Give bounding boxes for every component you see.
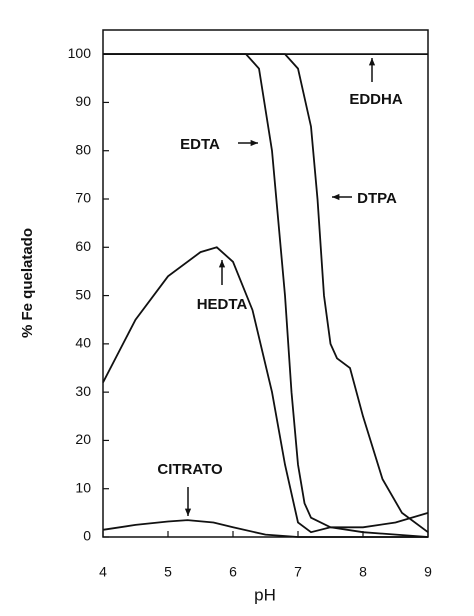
y-tick-label: 20 [75, 431, 91, 447]
y-tick-label: 90 [75, 93, 91, 109]
series-line [102, 519, 428, 538]
series-label: HEDTA [197, 296, 248, 313]
series-label: CITRATO [157, 461, 223, 478]
x-axis-label: pH [254, 585, 276, 604]
y-tick-label: 50 [75, 286, 91, 302]
y-tick-label: 70 [75, 190, 91, 206]
x-tick-label: 9 [424, 564, 432, 580]
series-line [102, 246, 429, 534]
series-line [103, 53, 429, 538]
y-tick-label: 40 [75, 335, 91, 351]
y-tick-label: 0 [83, 528, 91, 544]
arrow-head [368, 58, 376, 66]
arrow-head [250, 139, 258, 147]
series-label: EDDHA [349, 91, 403, 108]
arrow-head [184, 508, 192, 516]
series-label: EDTA [180, 136, 220, 153]
x-tick-label: 8 [359, 564, 367, 580]
y-tick-label: 80 [75, 141, 91, 157]
arrow-head [218, 260, 226, 268]
x-tick-label: 6 [229, 564, 237, 580]
series-label: DTPA [357, 190, 397, 207]
y-tick-label: 30 [75, 383, 91, 399]
arrow-head [332, 193, 340, 201]
x-tick-label: 5 [164, 564, 172, 580]
y-tick-label: 100 [68, 45, 92, 61]
y-tick-label: 10 [75, 479, 91, 495]
x-tick-label: 7 [294, 564, 302, 580]
y-axis-label: % Fe quelatado [19, 228, 36, 338]
x-tick-label: 4 [99, 564, 107, 580]
plot-frame [102, 29, 429, 538]
series-line [103, 53, 429, 533]
y-tick-label: 60 [75, 238, 91, 254]
